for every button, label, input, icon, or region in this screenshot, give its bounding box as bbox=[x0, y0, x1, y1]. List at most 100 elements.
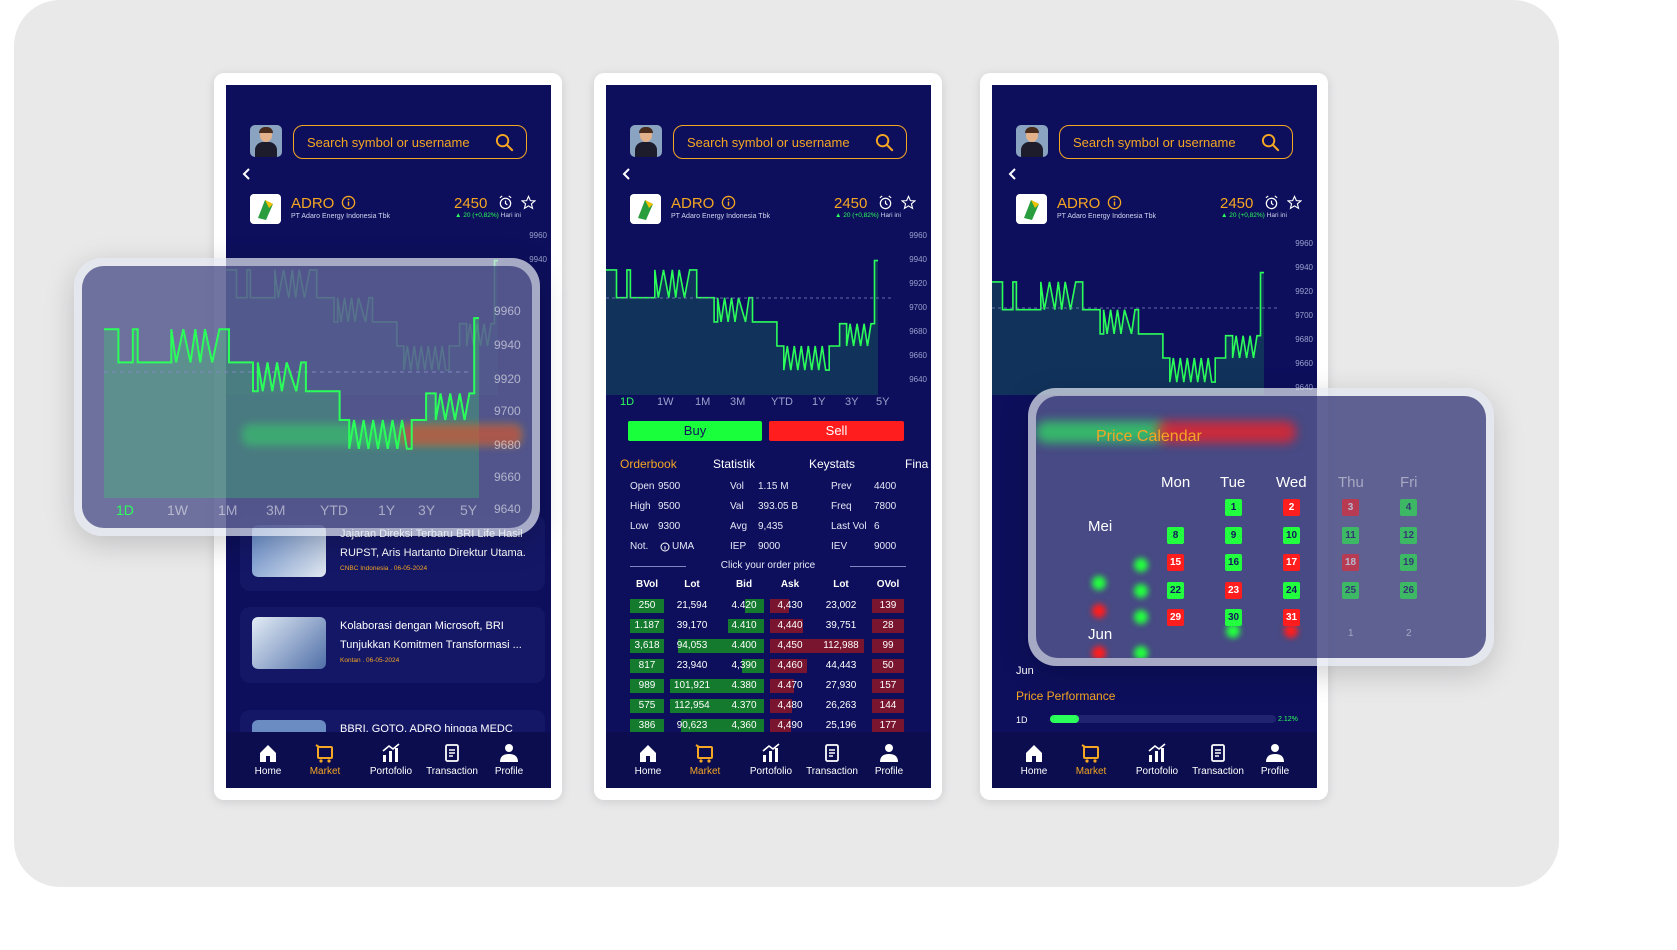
back-arrow-icon[interactable] bbox=[620, 167, 634, 181]
ask-price[interactable]: 4,490 bbox=[777, 720, 803, 731]
search-icon[interactable] bbox=[1261, 133, 1280, 152]
nav-portfolio[interactable]: Portofolio bbox=[741, 742, 801, 777]
nav-transaction[interactable]: Transaction bbox=[1188, 742, 1248, 777]
nav-home[interactable]: Home bbox=[1004, 742, 1064, 777]
alarm-icon[interactable] bbox=[878, 195, 893, 210]
ask-price[interactable]: 4,450 bbox=[777, 640, 803, 651]
calendar-day[interactable]: 31 bbox=[1283, 609, 1300, 626]
sell-button[interactable]: Sell bbox=[769, 421, 904, 441]
zoom-period-5y[interactable]: 5Y bbox=[460, 502, 478, 518]
table-row[interactable]: 1.187 39,170 4.410 4,440 39,751 28 bbox=[606, 619, 931, 635]
period-ytd[interactable]: YTD bbox=[771, 396, 793, 408]
zoom-period-3y[interactable]: 3Y bbox=[418, 502, 436, 518]
calendar-day[interactable]: 10 bbox=[1283, 526, 1300, 544]
back-arrow-icon[interactable] bbox=[240, 167, 254, 181]
nav-transaction[interactable]: Transaction bbox=[802, 742, 862, 777]
search-input[interactable]: Search symbol or username bbox=[1059, 125, 1293, 159]
period-3y[interactable]: 3Y bbox=[845, 396, 859, 408]
calendar-day[interactable]: 29 bbox=[1167, 609, 1184, 626]
news-card[interactable]: Kolaborasi dengan Microsoft, BRI Tunjukk… bbox=[240, 607, 545, 683]
star-icon[interactable] bbox=[1287, 195, 1302, 210]
alarm-icon[interactable] bbox=[498, 195, 513, 210]
table-row[interactable]: 250 21,594 4.420 4,430 23,002 139 bbox=[606, 599, 931, 615]
nav-profile[interactable]: Profile bbox=[479, 742, 539, 777]
search-icon[interactable] bbox=[495, 133, 514, 152]
table-row[interactable]: 575 112,954 4.370 4,480 26,263 144 bbox=[606, 699, 931, 715]
search-input[interactable]: Search symbol or username bbox=[673, 125, 907, 159]
search-icon[interactable] bbox=[875, 133, 894, 152]
table-row[interactable]: 386 90,623 4,360 4,490 25,196 177 bbox=[606, 719, 931, 735]
calendar-day[interactable]: 1 bbox=[1225, 499, 1242, 516]
nav-transaction[interactable]: Transaction bbox=[422, 742, 482, 777]
ask-price[interactable]: 4,480 bbox=[777, 700, 803, 711]
back-arrow-icon[interactable] bbox=[1006, 167, 1020, 181]
calendar-day[interactable]: 9 bbox=[1225, 526, 1242, 544]
nav-portfolio[interactable]: Portofolio bbox=[1127, 742, 1187, 777]
alarm-icon[interactable] bbox=[1264, 195, 1279, 210]
tab-orderbook[interactable]: Orderbook bbox=[620, 457, 677, 471]
nav-market[interactable]: Market bbox=[1061, 742, 1121, 777]
calendar-day[interactable]: 19 bbox=[1400, 554, 1417, 571]
zoom-period-ytd[interactable]: YTD bbox=[320, 502, 348, 518]
calendar-day[interactable]: 3 bbox=[1342, 499, 1359, 516]
nav-portfolio[interactable]: Portofolio bbox=[361, 742, 421, 777]
period-1y[interactable]: 1Y bbox=[812, 396, 826, 408]
ask-price[interactable]: 4.470 bbox=[777, 680, 803, 691]
calendar-day[interactable]: 23 bbox=[1225, 581, 1242, 599]
star-icon[interactable] bbox=[521, 195, 536, 210]
avatar[interactable] bbox=[1016, 125, 1048, 157]
calendar-day[interactable]: 30 bbox=[1225, 609, 1242, 626]
nav-profile[interactable]: Profile bbox=[859, 742, 919, 777]
calendar-day[interactable]: 17 bbox=[1283, 554, 1300, 571]
info-icon[interactable] bbox=[1107, 195, 1122, 210]
tab-keystats[interactable]: Keystats bbox=[809, 457, 856, 471]
table-row[interactable]: 3,618 94,053 4.400 4,450 112,988 99 bbox=[606, 639, 931, 655]
nav-home[interactable]: Home bbox=[618, 742, 678, 777]
avatar[interactable] bbox=[630, 125, 662, 157]
zoom-period-1y[interactable]: 1Y bbox=[378, 502, 396, 518]
ask-price[interactable]: 4,430 bbox=[777, 600, 803, 611]
nav-home[interactable]: Home bbox=[238, 742, 298, 777]
nav-market[interactable]: Market bbox=[675, 742, 735, 777]
nav-market[interactable]: Market bbox=[295, 742, 355, 777]
calendar-day[interactable]: 4 bbox=[1400, 499, 1417, 516]
calendar-day[interactable]: 12 bbox=[1400, 526, 1417, 544]
bid-price[interactable]: 4.420 bbox=[731, 600, 757, 611]
zoom-period-1m[interactable]: 1M bbox=[218, 502, 238, 518]
ask-price[interactable]: 4,440 bbox=[777, 620, 803, 631]
info-icon[interactable] bbox=[721, 195, 736, 210]
calendar-day[interactable]: 18 bbox=[1342, 554, 1359, 571]
info-icon[interactable] bbox=[341, 195, 356, 210]
bid-price[interactable]: 4,360 bbox=[731, 720, 757, 731]
info-icon[interactable] bbox=[660, 542, 670, 552]
star-icon[interactable] bbox=[901, 195, 916, 210]
calendar-day[interactable]: 24 bbox=[1283, 581, 1300, 599]
buy-button[interactable]: Buy bbox=[628, 421, 762, 441]
zoom-period-3m[interactable]: 3M bbox=[266, 502, 286, 518]
calendar-day[interactable]: 22 bbox=[1167, 581, 1184, 599]
ask-price[interactable]: 4,460 bbox=[777, 660, 803, 671]
tab-financials[interactable]: Fina bbox=[905, 457, 929, 471]
calendar-day[interactable]: 11 bbox=[1342, 526, 1359, 544]
calendar-day[interactable]: 2 bbox=[1283, 499, 1300, 516]
nav-profile[interactable]: Profile bbox=[1245, 742, 1305, 777]
calendar-day[interactable]: 8 bbox=[1167, 526, 1184, 544]
table-row[interactable]: 989 101,921 4.380 4.470 27,930 157 bbox=[606, 679, 931, 695]
period-3m[interactable]: 3M bbox=[730, 396, 746, 408]
calendar-day[interactable]: 15 bbox=[1167, 554, 1184, 571]
period-1m[interactable]: 1M bbox=[695, 396, 711, 408]
zoom-period-1d[interactable]: 1D bbox=[116, 502, 134, 518]
calendar-day[interactable]: 25 bbox=[1342, 581, 1359, 599]
period-5y[interactable]: 5Y bbox=[876, 396, 890, 408]
zoom-period-1w[interactable]: 1W bbox=[167, 502, 188, 518]
bid-price[interactable]: 4,390 bbox=[731, 660, 757, 671]
bid-price[interactable]: 4.400 bbox=[731, 640, 757, 651]
period-1w[interactable]: 1W bbox=[657, 396, 674, 408]
avatar[interactable] bbox=[250, 125, 282, 157]
bid-price[interactable]: 4.410 bbox=[731, 620, 757, 631]
calendar-day[interactable]: 26 bbox=[1400, 581, 1417, 599]
calendar-day[interactable]: 16 bbox=[1225, 554, 1242, 571]
table-row[interactable]: 817 23,940 4,390 4,460 44,443 50 bbox=[606, 659, 931, 675]
search-input[interactable]: Search symbol or username bbox=[293, 125, 527, 159]
bid-price[interactable]: 4.370 bbox=[731, 700, 757, 711]
